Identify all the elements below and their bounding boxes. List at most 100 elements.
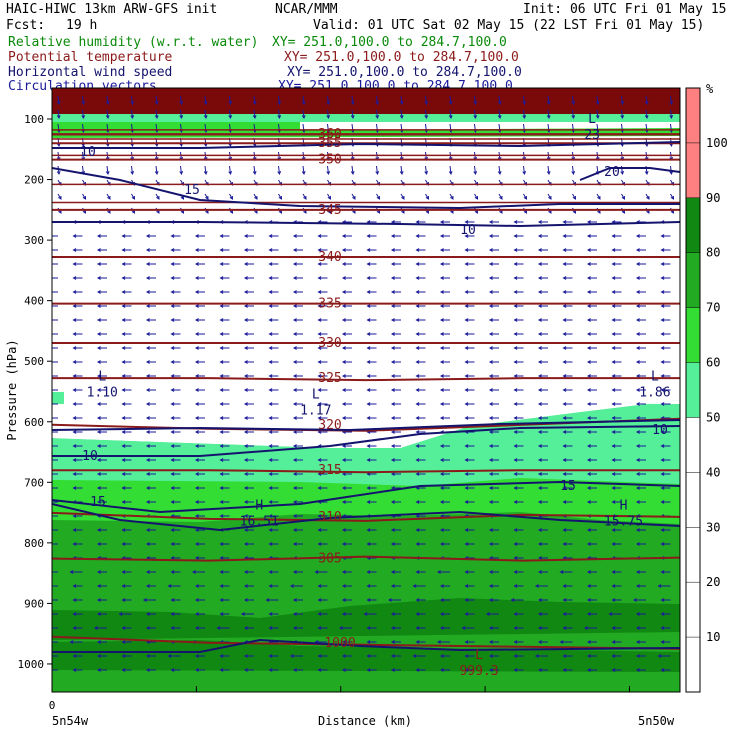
field-rh-name: Relative humidity (w.r.t. water) xyxy=(8,35,259,50)
circulation-vector xyxy=(498,165,501,175)
circulation-vector-head xyxy=(415,626,420,630)
circulation-vector-head xyxy=(488,542,493,546)
circulation-vector-head xyxy=(145,346,150,350)
circulation-vector-head xyxy=(219,444,224,448)
circulation-vector-head xyxy=(121,262,126,266)
circulation-vector-head xyxy=(586,374,591,378)
circulation-vectors-layer xyxy=(46,95,675,672)
circulation-vector-head xyxy=(145,318,150,322)
circulation-vector-head xyxy=(537,458,542,462)
circulation-vector-head xyxy=(464,318,469,322)
isentrope-label: 335 xyxy=(318,297,341,312)
plot-frame xyxy=(51,87,681,693)
circulation-vector-head xyxy=(243,332,248,336)
circulation-vector-head xyxy=(317,612,322,616)
circulation-vector-head xyxy=(635,374,640,378)
circulation-vector xyxy=(425,109,427,119)
circulation-vector-head xyxy=(586,486,591,490)
circulation-vector-head xyxy=(317,514,322,518)
circulation-vector-head xyxy=(317,598,322,602)
wind-speed-label: 15 xyxy=(184,183,200,198)
circulation-vector-head xyxy=(292,318,297,322)
circulation-vector-head xyxy=(415,514,420,518)
circulation-vector-head xyxy=(562,542,567,546)
circulation-vector-head xyxy=(219,234,224,238)
circulation-vector xyxy=(400,123,403,133)
extremum-symbol: H xyxy=(255,498,263,513)
circulation-vector xyxy=(449,95,452,105)
circulation-vector-head xyxy=(415,402,420,406)
circulation-vector-head xyxy=(401,195,405,200)
circulation-vector-head xyxy=(635,276,640,280)
circulation-vector-head xyxy=(439,276,444,280)
circulation-vector-head xyxy=(513,276,518,280)
circulation-vector-head xyxy=(510,598,515,602)
circulation-vector-head xyxy=(390,612,395,616)
circulation-vector xyxy=(351,95,354,105)
circulation-vector-head xyxy=(219,276,224,280)
circulation-vector-head xyxy=(488,318,493,322)
circulation-vector-head xyxy=(96,388,101,392)
circulation-vector-head xyxy=(46,655,49,658)
circulation-vector-head xyxy=(635,416,640,420)
circulation-vector-head xyxy=(219,346,224,350)
circulation-vector xyxy=(376,109,378,119)
circulation-vector-head xyxy=(513,360,518,364)
circulation-vector-head xyxy=(243,304,248,308)
circulation-vector xyxy=(449,123,452,133)
circulation-vector-head xyxy=(537,248,542,252)
circulation-vector-head xyxy=(228,115,233,120)
circulation-vector-head xyxy=(611,458,616,462)
circulation-vector-head xyxy=(49,641,52,644)
circulation-vector-head xyxy=(350,115,355,120)
circulation-vector-head xyxy=(537,472,542,476)
circulation-vector-head xyxy=(72,234,77,238)
circulation-vector-head xyxy=(537,542,542,546)
circulation-vector-head xyxy=(464,346,469,350)
circulation-vector xyxy=(400,95,403,105)
circulation-vector-head xyxy=(635,318,640,322)
circulation-vector-head xyxy=(194,430,199,434)
circulation-vector-head xyxy=(611,332,616,336)
circulation-vector-head xyxy=(170,612,175,616)
circulation-vector-head xyxy=(49,487,52,490)
circulation-vector-head xyxy=(586,262,591,266)
circulation-vector-head xyxy=(660,570,665,574)
circulation-vector-head xyxy=(439,220,444,224)
circulation-vector-head xyxy=(301,171,306,176)
circulation-vector-head xyxy=(562,654,567,658)
circulation-vector xyxy=(57,123,60,133)
circulation-vector-head xyxy=(548,195,552,200)
circulation-vector-head xyxy=(252,115,257,120)
circulation-vector-head xyxy=(49,473,52,476)
circulation-vector-head xyxy=(130,101,135,106)
circulation-vector-head xyxy=(562,598,567,602)
circulation-vector-head xyxy=(448,101,453,106)
wind-speed-contour xyxy=(52,425,680,457)
circulation-vector-head xyxy=(121,360,126,364)
circulation-vector-head xyxy=(415,472,420,476)
circulation-vector-head xyxy=(586,276,591,280)
circulation-vector xyxy=(106,123,109,133)
circulation-vector-head xyxy=(277,101,282,106)
extremum-symbol: L xyxy=(588,112,596,127)
circulation-vector-head xyxy=(268,346,273,350)
circulation-vector-head xyxy=(464,640,469,644)
circulation-vector-head xyxy=(219,416,224,420)
circulation-vector-head xyxy=(611,472,616,476)
circulation-vector-head xyxy=(341,528,346,532)
circulation-vector-head xyxy=(366,276,371,280)
isentrope-line xyxy=(52,377,680,382)
circulation-vector-head xyxy=(301,101,306,106)
circulation-vector-head xyxy=(292,262,297,266)
circulation-vector-head xyxy=(488,262,493,266)
circulation-vector-head xyxy=(611,486,616,490)
circulation-vector-head xyxy=(366,318,371,322)
circulation-vector-head xyxy=(243,528,248,532)
circulation-vector-head xyxy=(611,444,616,448)
circulation-vector-head xyxy=(292,500,297,504)
circulation-vector-head xyxy=(96,234,101,238)
circulation-vector-head xyxy=(513,388,518,392)
y-tick-label: 600 xyxy=(24,416,44,429)
circulation-vector-head xyxy=(278,195,283,200)
